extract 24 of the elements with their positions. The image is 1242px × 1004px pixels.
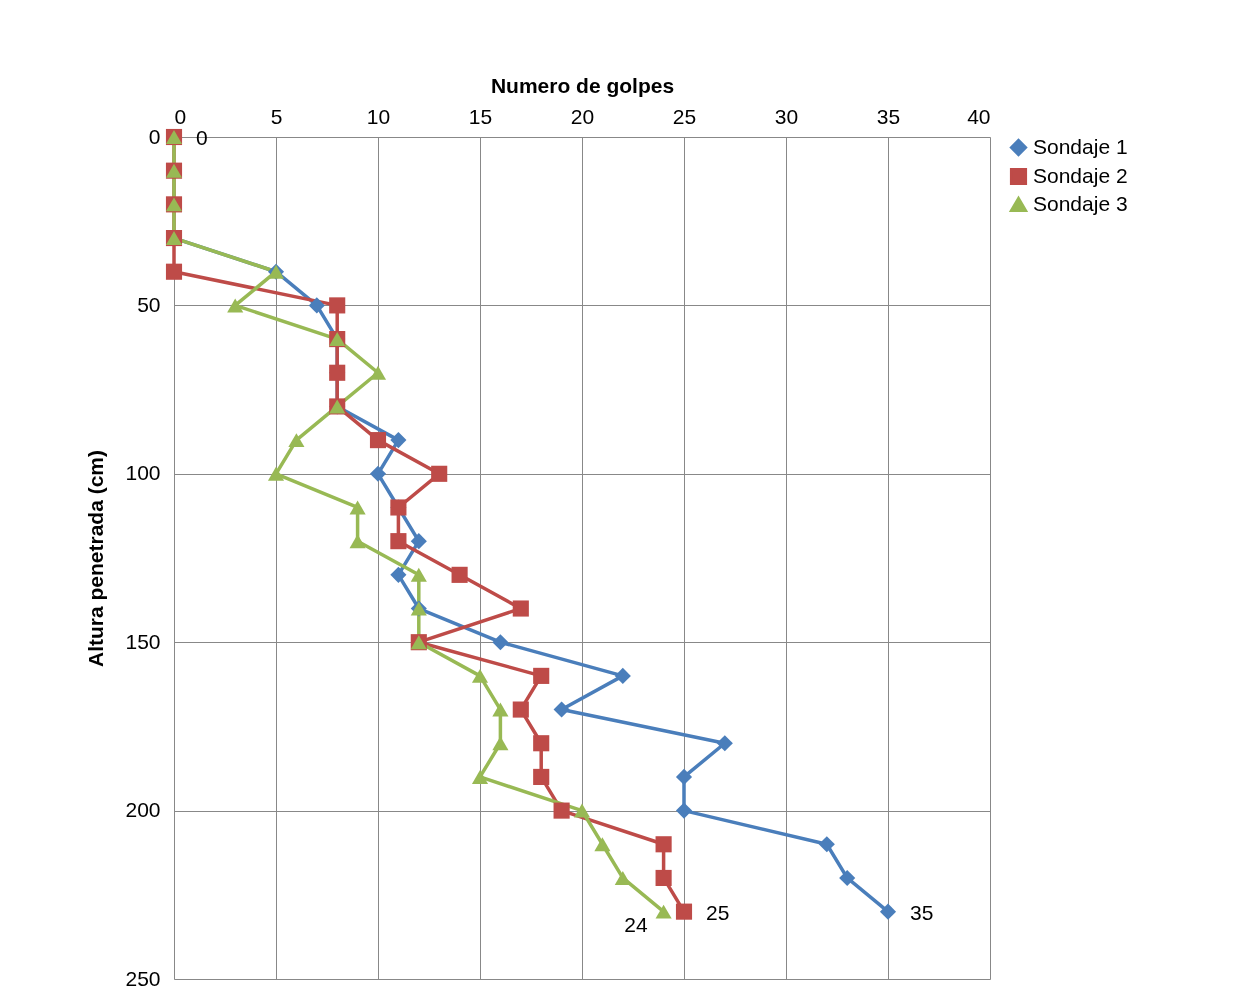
legend-label: Sondaje 3 — [1033, 191, 1128, 215]
data-label: 35 — [910, 900, 934, 924]
y-tick-label: 100 — [125, 461, 161, 485]
x-tick-label: 15 — [468, 104, 493, 128]
legend-label: Sondaje 1 — [1033, 134, 1128, 158]
x-tick-label: 5 — [270, 104, 283, 128]
x-axis-title: Numero de golpes — [490, 73, 675, 97]
x-tick-label: 25 — [672, 104, 697, 128]
y-tick-label: 250 — [125, 966, 161, 990]
x-tick-label: 10 — [366, 104, 391, 128]
legend-label: Sondaje 2 — [1033, 163, 1128, 187]
y-tick-label: 50 — [137, 292, 161, 316]
x-tick-label: 30 — [774, 104, 799, 128]
y-tick-label: 0 — [148, 124, 161, 148]
data-label: 0 — [196, 126, 208, 149]
data-label: 25 — [706, 900, 730, 924]
x-tick-label: 35 — [876, 104, 901, 128]
y-axis-title: Altura penetrada (cm) — [84, 449, 108, 668]
x-tick-label: 20 — [570, 104, 595, 128]
y-tick-label: 150 — [125, 629, 161, 653]
y-tick-label: 200 — [125, 798, 161, 822]
x-tick-label: 0 — [174, 104, 187, 128]
data-label: 24 — [624, 912, 648, 936]
x-tick-label: 40 — [967, 104, 991, 128]
